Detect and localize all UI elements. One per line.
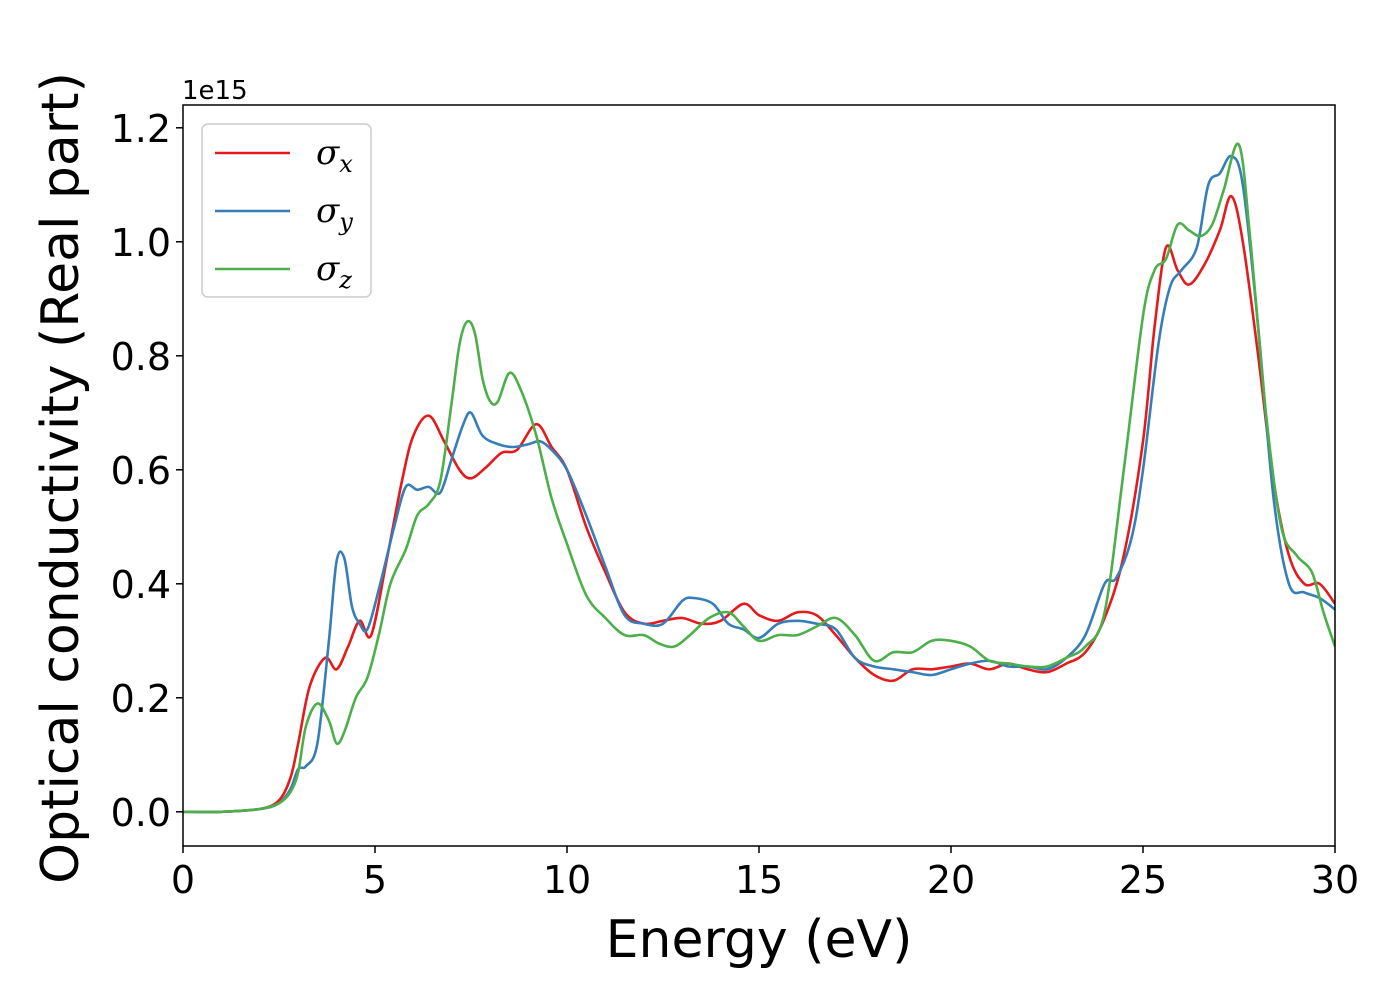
- y-tick-label: 0.2: [111, 677, 171, 721]
- x-tick-label: 20: [927, 858, 975, 902]
- x-tick-label: 30: [1311, 858, 1359, 902]
- x-tick-label: 10: [543, 858, 591, 902]
- legend-label-y: σy: [316, 191, 353, 236]
- y-tick-label: 0.8: [111, 335, 171, 379]
- y-tick-label: 0.6: [111, 449, 171, 493]
- series-line-z: [183, 142, 1335, 814]
- legend-label-z: σz: [316, 249, 352, 294]
- y-tick-label: 1.0: [111, 221, 171, 265]
- legend: σx σy σz: [201, 123, 372, 298]
- series-line-y: [183, 154, 1335, 814]
- y-tick-label: 0.0: [111, 791, 171, 835]
- legend-label-x: σx: [316, 133, 353, 178]
- series-lines: [183, 142, 1335, 814]
- y-tick-label: 1.2: [111, 107, 171, 151]
- y-axis-label: Optical conductivity (Real part): [31, 72, 91, 884]
- x-tick-label: 15: [735, 858, 783, 902]
- y-offset-label: 1e15: [182, 76, 248, 106]
- y-axis-ticks: 0.0 0.2 0.4 0.6 0.8 1.0 1.2: [111, 107, 183, 835]
- y-tick-label: 0.4: [111, 563, 171, 607]
- x-tick-label: 5: [363, 858, 387, 902]
- x-tick-label: 0: [171, 858, 195, 902]
- x-tick-label: 25: [1119, 858, 1167, 902]
- series-line-x: [183, 194, 1335, 814]
- x-axis-ticks: 0 5 10 15 20 25 30: [171, 846, 1359, 902]
- x-axis-label: Energy (eV): [606, 910, 913, 970]
